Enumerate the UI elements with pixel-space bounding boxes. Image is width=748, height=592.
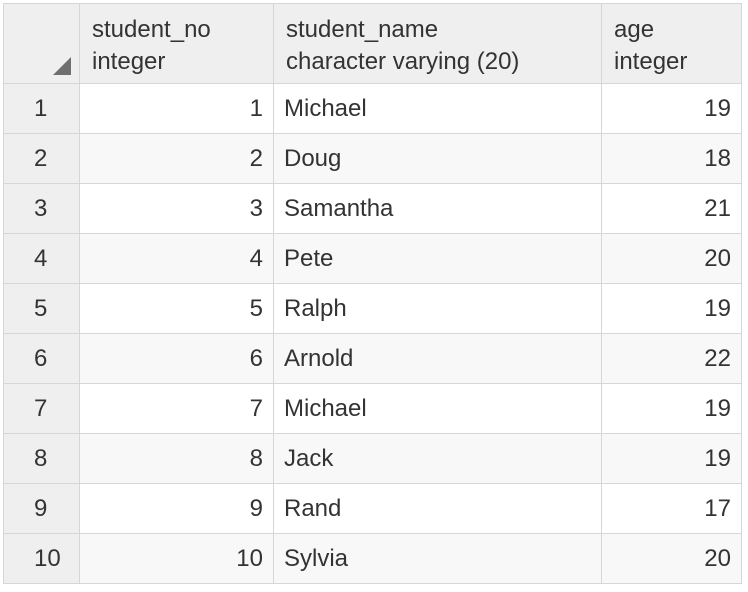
table-row[interactable]: 7 7 Michael 19 — [3, 383, 742, 434]
row-number[interactable]: 9 — [3, 483, 80, 534]
cell-age[interactable]: 22 — [601, 333, 742, 384]
row-number[interactable]: 8 — [3, 433, 80, 484]
cell-student-name[interactable]: Rand — [273, 483, 602, 534]
column-name: age — [614, 16, 655, 43]
cell-student-name[interactable]: Samantha — [273, 183, 602, 234]
cell-student-name[interactable]: Michael — [273, 383, 602, 434]
row-number[interactable]: 7 — [3, 383, 80, 434]
column-name: student_name — [286, 16, 439, 43]
cell-student-no[interactable]: 2 — [79, 133, 274, 184]
cell-age[interactable]: 19 — [601, 283, 742, 334]
cell-student-name[interactable]: Doug — [273, 133, 602, 184]
header-row: student_no integer student_name characte… — [3, 3, 742, 84]
row-number[interactable]: 10 — [3, 533, 80, 584]
table-row[interactable]: 6 6 Arnold 22 — [3, 333, 742, 384]
cell-student-name[interactable]: Sylvia — [273, 533, 602, 584]
query-result-table: student_no integer student_name characte… — [3, 3, 742, 584]
column-type: character varying (20) — [286, 48, 520, 75]
cell-student-no[interactable]: 6 — [79, 333, 274, 384]
cell-student-name[interactable]: Jack — [273, 433, 602, 484]
column-header-student-no[interactable]: student_no integer — [79, 3, 274, 84]
cell-student-name[interactable]: Pete — [273, 233, 602, 284]
cell-student-name[interactable]: Michael — [273, 83, 602, 134]
cell-student-no[interactable]: 1 — [79, 83, 274, 134]
cell-age[interactable]: 20 — [601, 233, 742, 284]
cell-student-no[interactable]: 3 — [79, 183, 274, 234]
cell-student-name[interactable]: Arnold — [273, 333, 602, 384]
table-row[interactable]: 10 10 Sylvia 20 — [3, 533, 742, 584]
cell-age[interactable]: 19 — [601, 83, 742, 134]
cell-student-no[interactable]: 10 — [79, 533, 274, 584]
select-all-triangle-icon — [53, 57, 71, 75]
cell-age[interactable]: 19 — [601, 433, 742, 484]
table-row[interactable]: 5 5 Ralph 19 — [3, 283, 742, 334]
column-header-age[interactable]: age integer — [601, 3, 742, 84]
column-type: integer — [614, 48, 688, 75]
table-row[interactable]: 9 9 Rand 17 — [3, 483, 742, 534]
cell-student-no[interactable]: 8 — [79, 433, 274, 484]
cell-student-no[interactable]: 5 — [79, 283, 274, 334]
column-header-student-name[interactable]: student_name character varying (20) — [273, 3, 602, 84]
select-all-corner[interactable] — [3, 3, 80, 84]
cell-age[interactable]: 19 — [601, 383, 742, 434]
column-type: integer — [92, 48, 166, 75]
cell-age[interactable]: 18 — [601, 133, 742, 184]
cell-age[interactable]: 21 — [601, 183, 742, 234]
table-row[interactable]: 8 8 Jack 19 — [3, 433, 742, 484]
cell-student-no[interactable]: 9 — [79, 483, 274, 534]
table-row[interactable]: 1 1 Michael 19 — [3, 83, 742, 134]
table-row[interactable]: 4 4 Pete 20 — [3, 233, 742, 284]
row-number[interactable]: 5 — [3, 283, 80, 334]
row-number[interactable]: 4 — [3, 233, 80, 284]
row-number[interactable]: 2 — [3, 133, 80, 184]
row-number[interactable]: 3 — [3, 183, 80, 234]
table-row[interactable]: 3 3 Samantha 21 — [3, 183, 742, 234]
column-name: student_no — [92, 16, 211, 43]
cell-student-name[interactable]: Ralph — [273, 283, 602, 334]
table-row[interactable]: 2 2 Doug 18 — [3, 133, 742, 184]
cell-age[interactable]: 20 — [601, 533, 742, 584]
cell-student-no[interactable]: 4 — [79, 233, 274, 284]
row-number[interactable]: 1 — [3, 83, 80, 134]
cell-age[interactable]: 17 — [601, 483, 742, 534]
row-number[interactable]: 6 — [3, 333, 80, 384]
cell-student-no[interactable]: 7 — [79, 383, 274, 434]
